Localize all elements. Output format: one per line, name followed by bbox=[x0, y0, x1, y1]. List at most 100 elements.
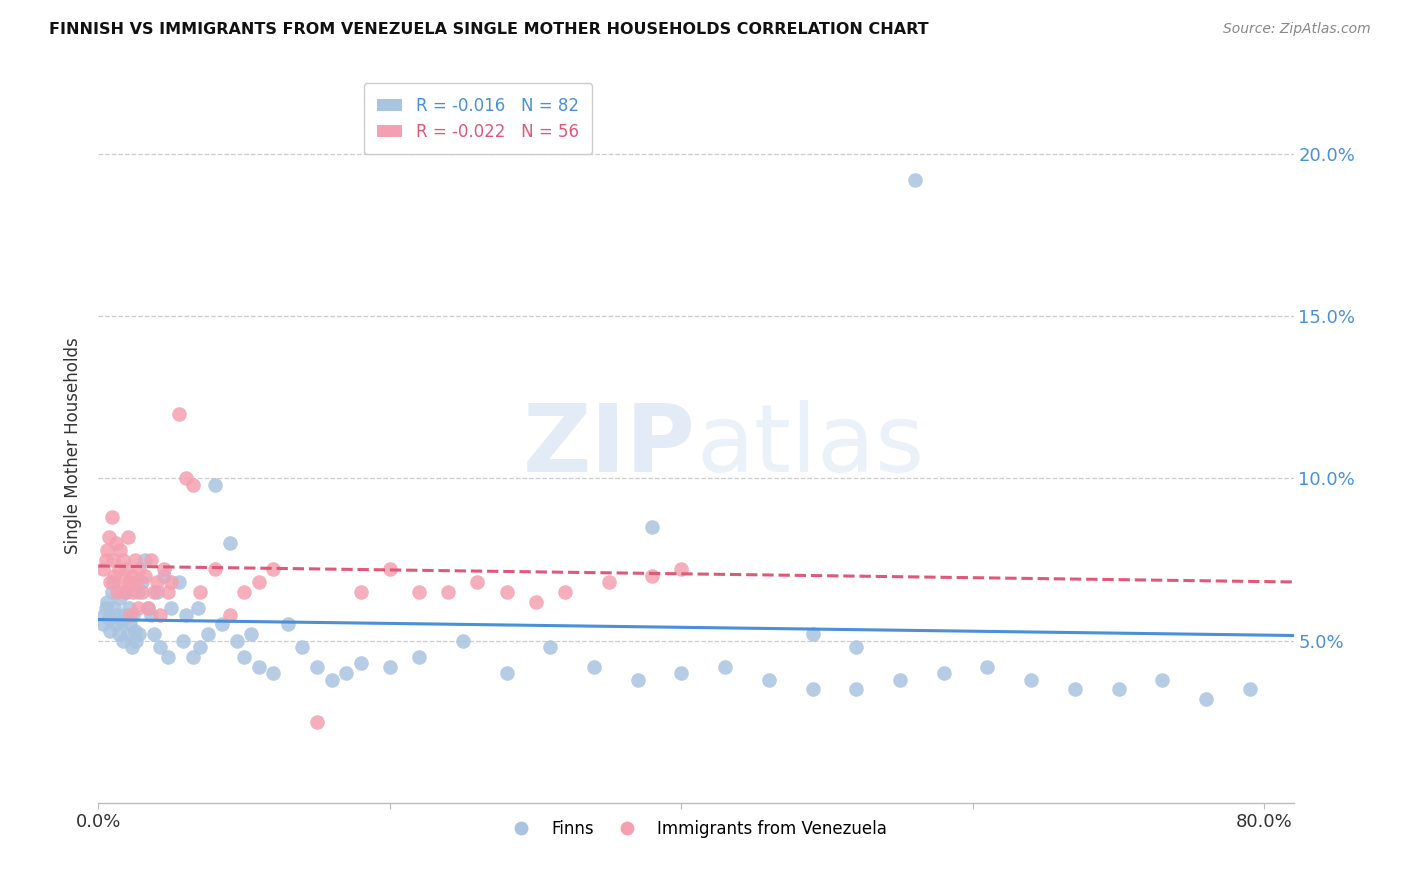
Point bbox=[93, 607, 115, 622]
Point bbox=[149, 640, 172, 654]
Point bbox=[247, 575, 270, 590]
Point bbox=[121, 640, 143, 654]
Point bbox=[125, 633, 148, 648]
Point bbox=[117, 627, 139, 641]
Text: atlas: atlas bbox=[696, 400, 924, 492]
Point bbox=[554, 585, 576, 599]
Point bbox=[197, 627, 219, 641]
Point bbox=[101, 552, 124, 566]
Point bbox=[125, 575, 148, 590]
Point bbox=[136, 601, 159, 615]
Point bbox=[167, 407, 190, 421]
Point bbox=[845, 640, 868, 654]
Point bbox=[305, 714, 328, 729]
Point bbox=[108, 627, 131, 641]
Point bbox=[91, 562, 114, 576]
Point bbox=[495, 585, 517, 599]
Point bbox=[118, 601, 141, 615]
Point bbox=[218, 607, 240, 622]
Point bbox=[157, 649, 180, 664]
Point bbox=[114, 585, 136, 599]
Point bbox=[174, 471, 197, 485]
Point bbox=[186, 601, 208, 615]
Point bbox=[122, 585, 145, 599]
Point bbox=[671, 562, 693, 576]
Point bbox=[598, 575, 620, 590]
Point bbox=[97, 611, 120, 625]
Point bbox=[136, 601, 159, 615]
Point bbox=[101, 575, 124, 590]
Point bbox=[142, 585, 165, 599]
Point bbox=[671, 666, 693, 681]
Point bbox=[181, 649, 204, 664]
Point bbox=[110, 591, 132, 606]
Point bbox=[181, 478, 204, 492]
Point bbox=[105, 607, 128, 622]
Point bbox=[582, 659, 605, 673]
Legend: Finns, Immigrants from Venezuela: Finns, Immigrants from Venezuela bbox=[498, 814, 894, 845]
Point bbox=[114, 607, 136, 622]
Point bbox=[112, 552, 135, 566]
Point bbox=[211, 617, 233, 632]
Point bbox=[1064, 682, 1087, 697]
Point bbox=[350, 585, 373, 599]
Point bbox=[100, 585, 122, 599]
Point bbox=[262, 666, 284, 681]
Point bbox=[103, 601, 125, 615]
Point bbox=[104, 536, 127, 550]
Point bbox=[225, 633, 247, 648]
Point bbox=[121, 568, 143, 582]
Point bbox=[335, 666, 357, 681]
Point bbox=[157, 585, 180, 599]
Point bbox=[1195, 692, 1218, 706]
Point bbox=[108, 562, 131, 576]
Point bbox=[190, 640, 212, 654]
Point bbox=[627, 673, 650, 687]
Point bbox=[1152, 673, 1174, 687]
Point bbox=[128, 627, 150, 641]
Point bbox=[845, 682, 868, 697]
Point bbox=[204, 562, 226, 576]
Point bbox=[451, 633, 474, 648]
Point bbox=[240, 627, 263, 641]
Point bbox=[145, 575, 167, 590]
Point bbox=[903, 173, 925, 187]
Point bbox=[277, 617, 299, 632]
Point bbox=[96, 595, 118, 609]
Point bbox=[127, 601, 149, 615]
Point bbox=[98, 575, 121, 590]
Point bbox=[120, 617, 142, 632]
Point bbox=[115, 562, 138, 576]
Point bbox=[538, 640, 561, 654]
Point bbox=[1019, 673, 1042, 687]
Point bbox=[111, 614, 134, 628]
Point bbox=[204, 478, 226, 492]
Point bbox=[115, 585, 138, 599]
Text: FINNISH VS IMMIGRANTS FROM VENEZUELA SINGLE MOTHER HOUSEHOLDS CORRELATION CHART: FINNISH VS IMMIGRANTS FROM VENEZUELA SIN… bbox=[49, 22, 929, 37]
Text: ZIP: ZIP bbox=[523, 400, 696, 492]
Point bbox=[932, 666, 955, 681]
Point bbox=[495, 666, 517, 681]
Point bbox=[131, 585, 153, 599]
Point bbox=[111, 575, 134, 590]
Point bbox=[97, 530, 120, 544]
Point bbox=[131, 575, 153, 590]
Y-axis label: Single Mother Households: Single Mother Households bbox=[65, 338, 83, 554]
Point bbox=[139, 552, 162, 566]
Point bbox=[128, 562, 150, 576]
Point bbox=[91, 617, 114, 632]
Point bbox=[641, 568, 664, 582]
Point bbox=[153, 562, 176, 576]
Point bbox=[117, 530, 139, 544]
Point bbox=[120, 607, 142, 622]
Point bbox=[160, 601, 183, 615]
Point bbox=[112, 633, 135, 648]
Point bbox=[714, 659, 737, 673]
Point bbox=[467, 575, 489, 590]
Point bbox=[104, 617, 127, 632]
Point bbox=[96, 542, 118, 557]
Point bbox=[190, 585, 212, 599]
Point bbox=[1239, 682, 1261, 697]
Point bbox=[758, 673, 780, 687]
Point bbox=[305, 659, 328, 673]
